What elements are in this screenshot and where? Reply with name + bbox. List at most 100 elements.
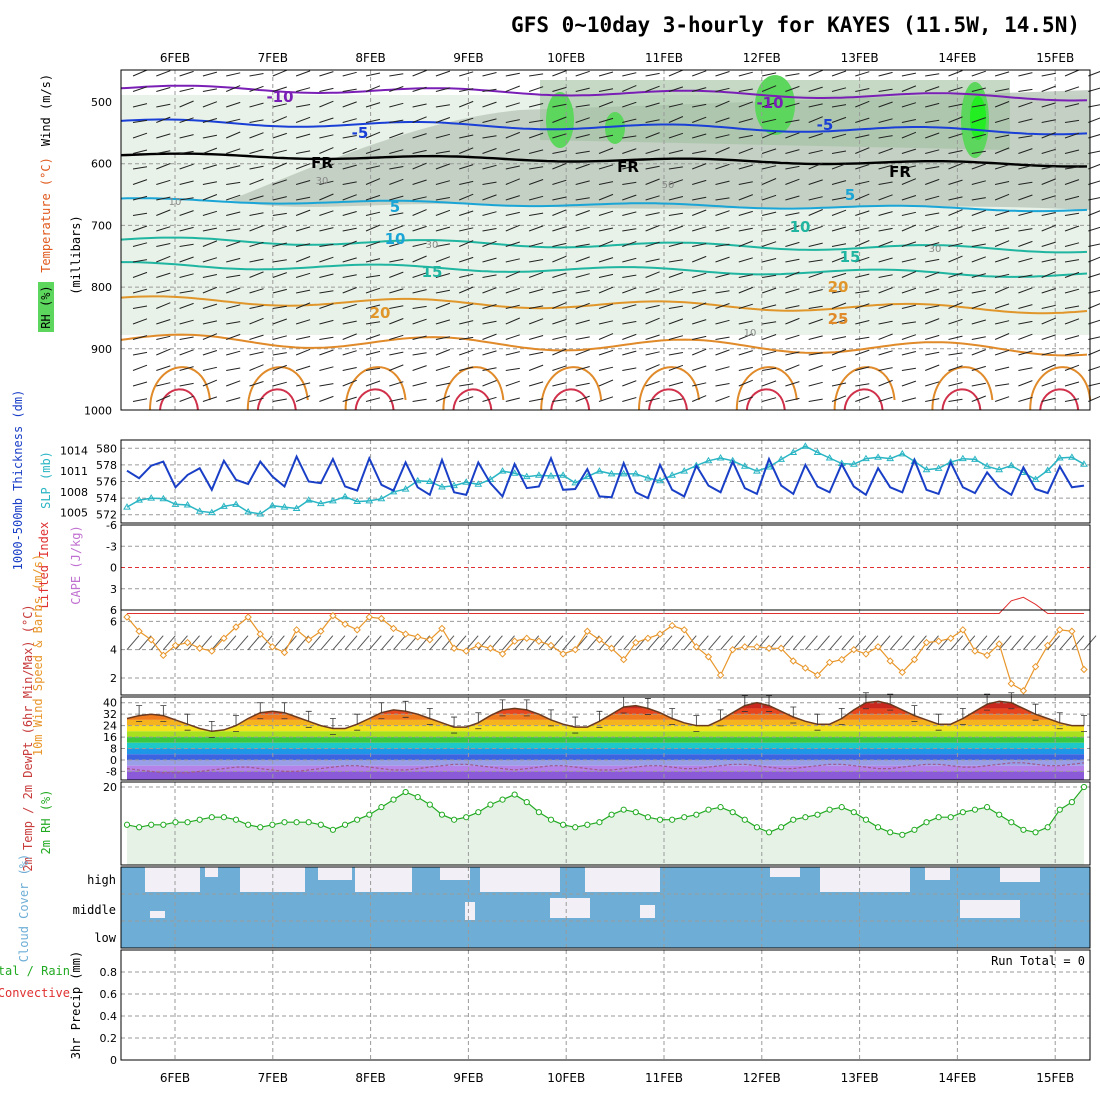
temp-band	[127, 742, 1084, 749]
wind-barb	[878, 194, 893, 201]
wind-barb	[738, 274, 753, 278]
slp-point	[207, 508, 216, 516]
wind-barb	[272, 196, 287, 201]
rh2m-point	[874, 824, 882, 831]
wind-barb	[925, 149, 940, 154]
surface-wind-barb	[417, 635, 431, 650]
lifted-tick: -6	[106, 519, 117, 532]
wind-barb	[994, 257, 1010, 263]
wind-barb	[948, 103, 963, 108]
wind-barb	[389, 73, 404, 77]
wind-barb	[715, 210, 730, 216]
wind-barb	[692, 133, 707, 139]
slp-point	[777, 455, 786, 462]
wind-barb	[971, 382, 986, 387]
rh2m-area	[127, 787, 1084, 865]
wind-barb	[1041, 195, 1056, 201]
wind-barb	[994, 101, 1010, 108]
rh2m-point	[1044, 824, 1051, 831]
wind-barb	[435, 319, 451, 325]
cloud-clear-cell	[1000, 867, 1040, 882]
wind-barb	[295, 163, 311, 170]
temperature-legend-label: Temperature (°C)	[39, 157, 53, 273]
wind-speed-point	[123, 613, 131, 621]
wind-barb	[412, 86, 427, 92]
slp-point	[789, 448, 798, 455]
wind-barb	[342, 147, 357, 154]
wind-barb	[948, 179, 963, 185]
wind-speed-point	[813, 671, 822, 679]
wind-speed-point	[280, 648, 289, 657]
wind-barb	[132, 398, 148, 402]
rh2m-point	[426, 801, 433, 808]
temp-tick: 32	[103, 708, 117, 721]
precip-tick: 0.2	[100, 1032, 118, 1045]
wind-barb	[1018, 181, 1033, 185]
wind-barb	[552, 255, 567, 263]
wind-barb	[389, 195, 404, 201]
surface-wind-barb	[998, 635, 1012, 650]
wind-barb	[971, 180, 986, 185]
wind-barb	[156, 319, 171, 325]
wind-barb	[342, 135, 357, 139]
pressure-axis-label: (millibars)	[69, 215, 83, 294]
wind-barb	[1041, 148, 1056, 154]
wind-barb	[622, 257, 637, 263]
wind-barb	[249, 258, 264, 263]
wind-barb	[901, 224, 917, 232]
wind-barb	[808, 272, 823, 278]
wind-barb	[435, 87, 451, 92]
wind-barb	[948, 335, 963, 340]
wind-barb	[738, 147, 753, 154]
wind-barb	[179, 150, 194, 154]
wind-barb	[295, 365, 311, 371]
wind-barb	[761, 258, 777, 263]
isotherm-5-line	[120, 197, 1088, 213]
wind-barb	[249, 149, 264, 154]
isotherm-35-loop	[648, 388, 688, 411]
isotherm-label: -10	[266, 88, 293, 106]
wind-barb	[202, 71, 218, 77]
wind-tick: 2	[110, 672, 117, 685]
wind-barb	[598, 379, 614, 387]
thickness-tick: 576	[96, 476, 117, 489]
wind-barb	[272, 305, 287, 309]
wind-barb	[785, 102, 800, 108]
slp-point	[256, 510, 265, 517]
wind-barb	[855, 240, 870, 247]
wind-barb	[785, 258, 800, 263]
wind-barb	[249, 119, 264, 123]
wind-barb	[202, 88, 217, 92]
wind-barb	[412, 272, 427, 278]
wind-barb	[575, 243, 590, 247]
wind-speed-point	[462, 647, 470, 655]
wind-barb	[412, 162, 427, 170]
temperature-line	[126, 700, 1084, 733]
surface-wind-barb	[1071, 635, 1085, 650]
wind-barb	[295, 289, 311, 294]
wind-barb	[715, 117, 730, 123]
wind-barb	[156, 150, 171, 154]
wind-barb	[132, 225, 148, 232]
wind-barb	[948, 133, 963, 139]
wind-barb	[505, 397, 520, 402]
wind-barb	[1018, 148, 1033, 154]
wind-barb	[365, 165, 381, 170]
wind-barb	[622, 165, 637, 170]
wind-barb	[668, 318, 684, 325]
slp-point	[268, 501, 277, 509]
surface-wind-barb	[393, 635, 406, 650]
wind-barb	[179, 134, 194, 139]
rh2m-point	[584, 821, 591, 828]
wind-barb	[761, 131, 777, 139]
wind-barb	[319, 100, 334, 108]
wind-barb	[412, 225, 427, 232]
wind-barb	[785, 132, 800, 139]
minmax-errorbar	[596, 710, 603, 728]
wind-barb	[925, 225, 940, 232]
wind-barb	[785, 212, 800, 216]
wind-barb	[482, 148, 497, 154]
wind-barb	[855, 180, 870, 185]
